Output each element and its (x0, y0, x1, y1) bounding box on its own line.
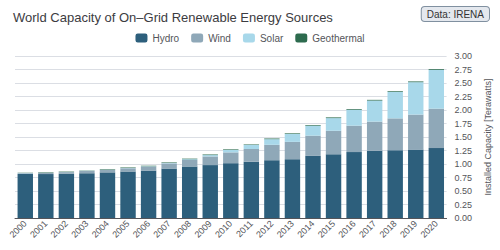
svg-text:2.75: 2.75 (455, 65, 473, 75)
svg-text:Geothermal: Geothermal (312, 33, 364, 44)
svg-text:2013: 2013 (275, 218, 296, 239)
svg-text:2008: 2008 (172, 218, 193, 239)
svg-text:2001: 2001 (28, 218, 49, 239)
svg-text:2014: 2014 (295, 218, 316, 239)
svg-text:2016: 2016 (336, 218, 357, 239)
svg-text:World Capacity of On–Grid Rene: World Capacity of On–Grid Renewable Ener… (13, 10, 333, 25)
svg-text:2019: 2019 (398, 218, 419, 239)
svg-text:2000: 2000 (8, 218, 29, 239)
svg-text:2015: 2015 (316, 218, 337, 239)
svg-text:2.50: 2.50 (455, 78, 473, 88)
svg-text:0.50: 0.50 (455, 186, 473, 196)
svg-text:2006: 2006 (131, 218, 152, 239)
svg-text:1.25: 1.25 (455, 146, 473, 156)
svg-text:Hydro: Hydro (152, 33, 179, 44)
svg-text:3.00: 3.00 (455, 51, 473, 61)
svg-text:2018: 2018 (378, 218, 399, 239)
svg-text:Data: IRENA: Data: IRENA (427, 9, 485, 20)
svg-text:1.75: 1.75 (455, 119, 473, 129)
svg-text:Wind: Wind (208, 33, 231, 44)
svg-text:2011: 2011 (234, 218, 255, 239)
svg-text:2020: 2020 (419, 218, 440, 239)
svg-text:2003: 2003 (69, 218, 90, 239)
svg-text:2009: 2009 (193, 218, 214, 239)
svg-text:2017: 2017 (357, 218, 378, 239)
svg-text:2.00: 2.00 (455, 105, 473, 115)
svg-text:0.00: 0.00 (455, 213, 473, 223)
svg-text:2004: 2004 (90, 218, 111, 239)
svg-text:2.25: 2.25 (455, 92, 473, 102)
svg-text:2005: 2005 (110, 218, 131, 239)
svg-text:2002: 2002 (49, 218, 70, 239)
svg-text:0.25: 0.25 (455, 200, 473, 210)
svg-text:0.75: 0.75 (455, 173, 473, 183)
svg-text:1.00: 1.00 (455, 159, 473, 169)
svg-text:Installed Capacity [Terawatts]: Installed Capacity [Terawatts] (483, 78, 493, 195)
svg-text:1.50: 1.50 (455, 132, 473, 142)
svg-text:2007: 2007 (151, 218, 172, 239)
svg-text:Solar: Solar (260, 33, 284, 44)
svg-text:2010: 2010 (213, 218, 234, 239)
svg-text:2012: 2012 (254, 218, 275, 239)
